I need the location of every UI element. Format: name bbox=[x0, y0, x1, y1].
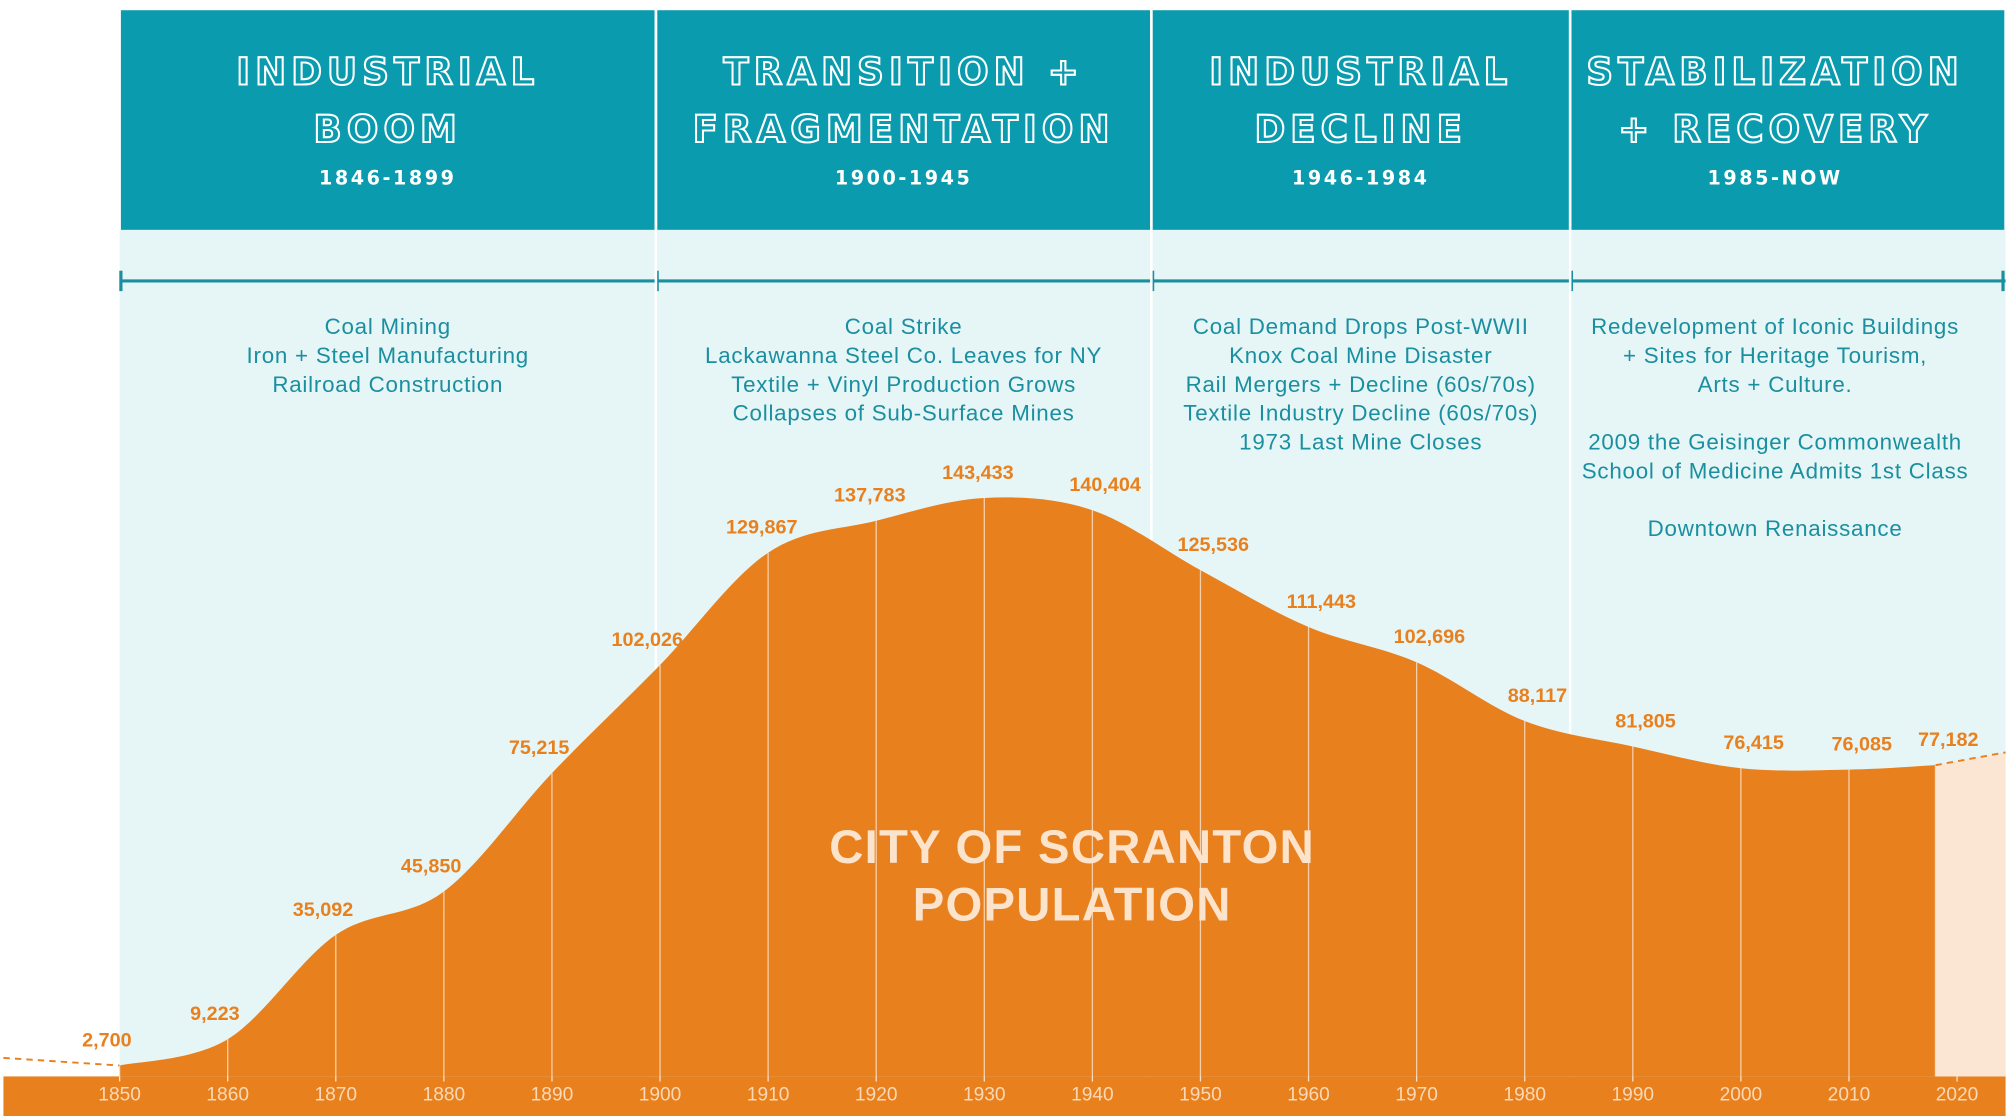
era-event: School of Medicine Admits 1st Class bbox=[1582, 458, 1969, 483]
era-header bbox=[120, 10, 655, 230]
value-label: 129,867 bbox=[726, 517, 798, 539]
era-event: Coal Strike bbox=[845, 314, 963, 339]
value-label: 143,433 bbox=[942, 462, 1014, 484]
value-label: 45,850 bbox=[401, 855, 462, 877]
value-label: 111,443 bbox=[1287, 591, 1356, 613]
x-tick-label: 1850 bbox=[98, 1085, 141, 1106]
x-tick-label: 2010 bbox=[1828, 1085, 1871, 1106]
value-label: 140,404 bbox=[1069, 474, 1141, 496]
x-tick-label: 1960 bbox=[1287, 1085, 1330, 1106]
era-years: 1985-NOW bbox=[1708, 166, 1843, 189]
era-event: Textile Industry Decline (60s/70s) bbox=[1183, 401, 1538, 426]
era-event: Textile + Vinyl Production Grows bbox=[731, 372, 1076, 397]
x-tick-label: 1920 bbox=[855, 1085, 898, 1106]
era-title: STABILIZATION bbox=[1586, 51, 1964, 94]
era-event: Iron + Steel Manufacturing bbox=[247, 343, 529, 368]
era-title: INDUSTRIAL bbox=[236, 51, 539, 94]
x-tick-label: 1970 bbox=[1395, 1085, 1438, 1106]
value-label: 102,696 bbox=[1394, 626, 1466, 648]
x-tick-label: 2020 bbox=[1936, 1085, 1979, 1106]
era-event: Redevelopment of Iconic Buildings bbox=[1591, 314, 1959, 339]
x-tick-label: 1980 bbox=[1503, 1085, 1546, 1106]
value-label: 88,117 bbox=[1508, 685, 1567, 707]
projection-line bbox=[1935, 751, 2006, 767]
chart-title: POPULATION bbox=[913, 878, 1232, 931]
population-area bbox=[119, 497, 1936, 1077]
era-header bbox=[1571, 10, 2005, 230]
x-tick-label: 1910 bbox=[747, 1085, 790, 1106]
history-line bbox=[3, 1056, 120, 1067]
era-title: FRAGMENTATION bbox=[693, 108, 1115, 151]
era-years: 1846-1899 bbox=[319, 166, 456, 189]
era-years: 1946-1984 bbox=[1292, 166, 1429, 189]
value-label: 125,536 bbox=[1177, 534, 1249, 556]
era-event: Downtown Renaissance bbox=[1648, 516, 1903, 541]
value-label: 2,700 bbox=[82, 1030, 132, 1052]
value-label: 137,783 bbox=[834, 485, 906, 507]
x-tick-label: 1990 bbox=[1612, 1085, 1655, 1106]
era-title: BOOM bbox=[314, 108, 462, 151]
era-event: Coal Demand Drops Post-WWII bbox=[1193, 314, 1529, 339]
projection-area bbox=[1935, 752, 2006, 1077]
era-title: TRANSITION + bbox=[723, 51, 1083, 94]
value-label: 9,223 bbox=[190, 1003, 240, 1025]
x-tick-label: 1880 bbox=[423, 1085, 466, 1106]
era-event: Knox Coal Mine Disaster bbox=[1229, 343, 1492, 368]
era-event: 2009 the Geisinger Commonwealth bbox=[1588, 429, 1962, 454]
era-event: Collapses of Sub-Surface Mines bbox=[733, 401, 1075, 426]
x-tick-label: 1890 bbox=[531, 1085, 574, 1106]
era-header bbox=[657, 10, 1151, 230]
era-years: 1900-1945 bbox=[835, 166, 972, 189]
x-tick-label: 1940 bbox=[1071, 1085, 1114, 1106]
era-event: Railroad Construction bbox=[272, 372, 503, 397]
era-event: Arts + Culture. bbox=[1698, 372, 1853, 397]
x-tick-label: 2000 bbox=[1720, 1085, 1763, 1106]
value-label: 76,415 bbox=[1723, 732, 1784, 754]
era-header bbox=[1152, 10, 1569, 230]
era-title: DECLINE bbox=[1254, 108, 1467, 151]
x-tick-label: 1900 bbox=[639, 1085, 682, 1106]
value-label: 75,215 bbox=[509, 737, 570, 759]
era-event: + Sites for Heritage Tourism, bbox=[1623, 343, 1927, 368]
plot: 2,700 9,223 35,092 45,850 75,215 102,026 129,8… bbox=[3, 462, 2006, 1106]
x-tick-label: 1950 bbox=[1179, 1085, 1222, 1106]
value-label: 81,805 bbox=[1615, 710, 1676, 732]
x-tick-label: 1870 bbox=[314, 1085, 357, 1106]
value-label: 76,085 bbox=[1831, 734, 1892, 756]
era-title: INDUSTRIAL bbox=[1209, 51, 1512, 94]
value-label: 77,182 bbox=[1918, 729, 1979, 751]
era-title: + RECOVERY bbox=[1618, 108, 1932, 151]
value-label: 35,092 bbox=[293, 899, 354, 921]
x-tick-label: 1860 bbox=[206, 1085, 249, 1106]
era-event: Coal Mining bbox=[325, 314, 451, 339]
era-event: Rail Mergers + Decline (60s/70s) bbox=[1186, 372, 1536, 397]
era-event: 1973 Last Mine Closes bbox=[1239, 429, 1482, 454]
era-event: Lackawanna Steel Co. Leaves for NY bbox=[705, 343, 1102, 368]
axis-band bbox=[3, 1076, 2006, 1116]
chart-title: CITY OF SCRANTON bbox=[829, 821, 1315, 874]
x-tick-label: 1930 bbox=[963, 1085, 1006, 1106]
value-label: 102,026 bbox=[612, 629, 684, 651]
eras: INDUSTRIAL BOOM 1846-1899 Coal Mining Iron +… bbox=[119, 10, 2005, 1077]
